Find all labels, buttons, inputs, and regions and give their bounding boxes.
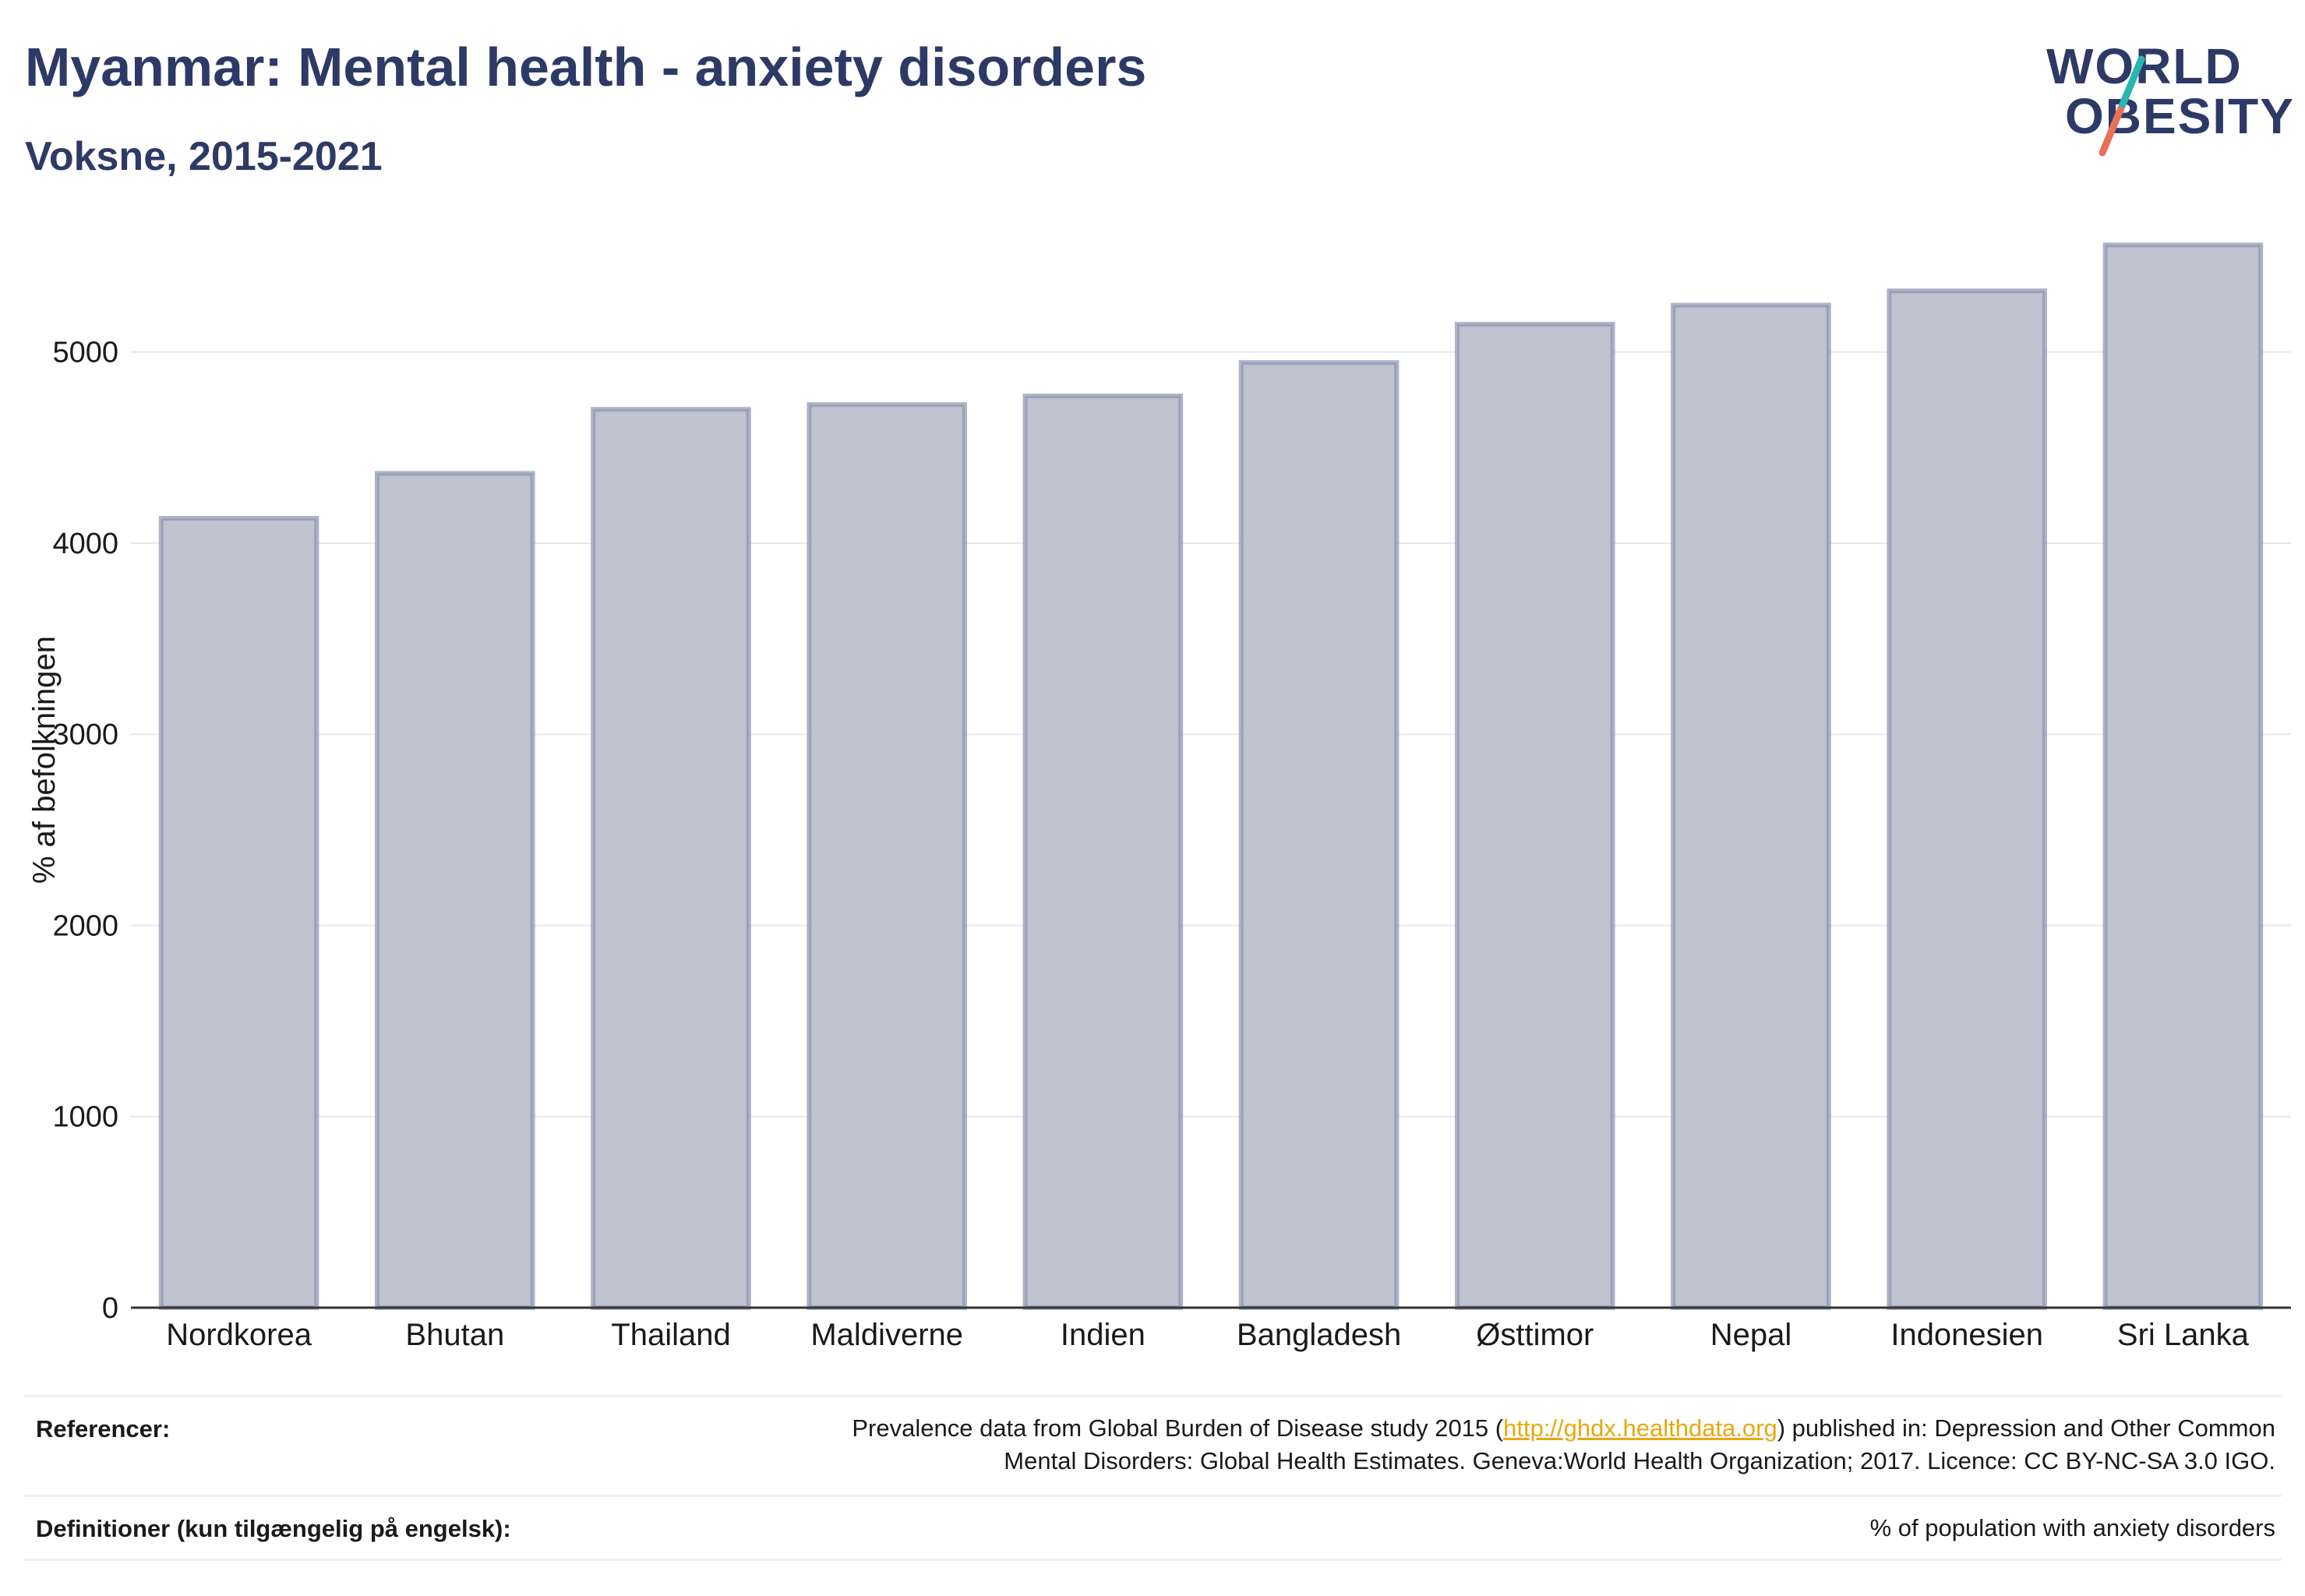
world-obesity-logo: WORLD OBESITY — [2042, 36, 2293, 168]
x-tick-label: Bhutan — [405, 1318, 504, 1352]
divider-bottom — [23, 1559, 2282, 1561]
y-tick-label: 4000 — [52, 528, 118, 560]
x-tick-label: Sri Lanka — [2117, 1318, 2250, 1352]
definitions-row: Definitioner (kun tilgængelig på engelsk… — [23, 1512, 2282, 1551]
y-tick-label: 2000 — [52, 909, 118, 942]
bar — [1022, 394, 1184, 1311]
y-axis-label: % af befolkningen — [27, 636, 62, 884]
y-tick-label: 3000 — [52, 719, 118, 751]
bar-chart: 0 1000 2000 3000 4000 5000 Nordkorea Bhutan Thai… — [27, 242, 2291, 1352]
bar — [807, 402, 967, 1310]
x-tick-label: Nepal — [1710, 1318, 1792, 1352]
chart-subtitle: Voksne, 2015-2021 — [25, 134, 383, 179]
y-tick-label: 1000 — [52, 1101, 118, 1134]
divider-middle — [23, 1495, 2282, 1497]
references-label: Referencer: — [36, 1415, 171, 1442]
references-text-end: ) published in: Depression and Other Com… — [1777, 1414, 2275, 1442]
x-tick-label: Indien — [1061, 1318, 1145, 1352]
x-tick-label: Thailand — [611, 1318, 730, 1352]
references-link[interactable]: http://ghdx.healthdata.org — [1503, 1414, 1777, 1442]
x-tick-label: Nordkorea — [166, 1318, 312, 1352]
x-tick-label: Indonesien — [1890, 1318, 2043, 1352]
bar — [1455, 322, 1615, 1310]
definitions-text: % of population with anxiety disorders — [1869, 1514, 2275, 1541]
references-line-2: Mental Disorders: Global Health Estimate… — [1004, 1447, 2275, 1474]
references-text: Prevalence data from Global Burden of Di… — [852, 1412, 2275, 1478]
x-tick-label: Maldiverne — [810, 1318, 963, 1352]
bar — [591, 407, 751, 1310]
divider-top — [23, 1395, 2282, 1397]
logo-line-2: OBESITY — [2065, 88, 2295, 144]
references-row: Referencer: Prevalence data from Global … — [23, 1412, 2282, 1490]
bar — [1671, 302, 1831, 1311]
bar — [375, 471, 535, 1311]
logo-line-1: WORLD — [2046, 38, 2243, 94]
x-tick-label: Bangladesh — [1237, 1318, 1401, 1352]
definitions-label: Definitioner (kun tilgængelig på engelsk… — [36, 1515, 511, 1542]
bar — [1238, 360, 1400, 1310]
logo-slash-icon — [2099, 55, 2145, 157]
axes: 0 1000 2000 3000 4000 5000 Nordkorea Bhutan Thai… — [52, 337, 2291, 1352]
bar — [158, 516, 319, 1310]
bar — [2102, 242, 2264, 1311]
y-tick-label: 5000 — [52, 337, 118, 369]
references-text-start: Prevalence data from Global Burden of Di… — [852, 1414, 1504, 1442]
x-tick-label: Østtimor — [1476, 1318, 1594, 1352]
chart-title: Myanmar: Mental health - anxiety disorde… — [25, 37, 1147, 97]
bar — [1887, 288, 2047, 1311]
y-tick-label: 0 — [102, 1292, 118, 1325]
bars — [158, 242, 2264, 1311]
